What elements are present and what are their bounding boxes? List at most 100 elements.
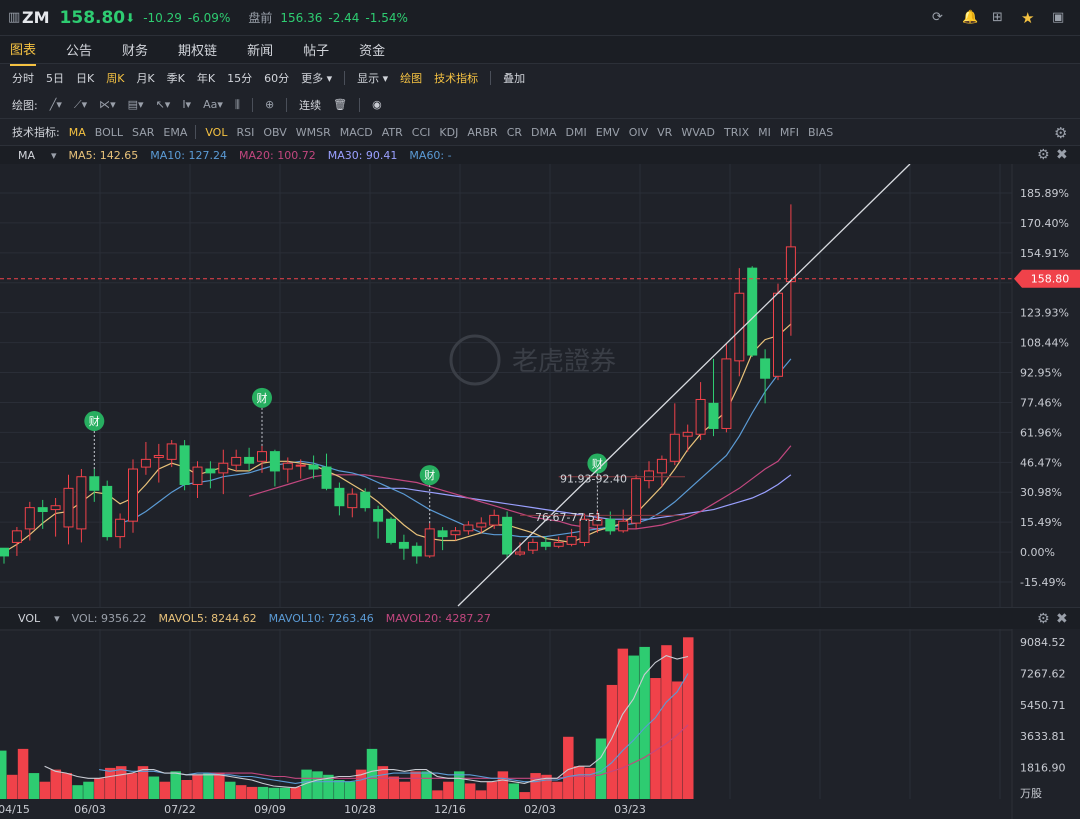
indicator-mfi[interactable]: MFI [779,125,799,139]
indicator-sar[interactable]: SAR [132,125,155,139]
tab-chart[interactable]: 图表 [10,33,37,66]
ma-settings-icon[interactable]: ⚙ [1037,147,1050,163]
indicator-ma[interactable]: MA [68,125,86,139]
indicator-boll[interactable]: BOLL [94,125,124,139]
indicator-cci[interactable]: CCI [411,125,431,139]
mavol10-value: MAVOL10: 7263.46 [268,612,374,625]
overlay-toggle[interactable]: 叠加 [503,71,526,85]
panel-icon[interactable]: ▥ [8,10,21,25]
volume-bar [192,774,203,799]
tab-capital[interactable]: 资金 [359,44,386,59]
candle-body [63,487,74,528]
premarket-change: -2.44 [328,10,360,25]
vol-legend: VOL ▾ VOL: 9356.22 MAVOL5: 8244.62 MAVOL… [0,607,1080,629]
eye-icon[interactable]: ◉ [372,98,382,111]
indicator-emv[interactable]: EMV [595,125,620,139]
period-intraday[interactable]: 分时 [12,71,34,85]
chevron-down-icon[interactable]: ▾ [51,148,57,162]
tab-posts[interactable]: 帖子 [303,44,330,59]
tab-financials[interactable]: 财务 [122,44,149,59]
volume-bar [606,684,618,799]
text-tool-icon[interactable]: Aa▾ [203,98,223,111]
candle-body [489,514,500,526]
indicator-mi[interactable]: MI [758,125,771,139]
indicator-dma[interactable]: DMA [531,125,557,139]
volume-bar [279,787,291,799]
settings-gear-icon[interactable]: ⚙ [1054,124,1068,142]
period-quarterly[interactable]: 季K [166,71,185,85]
indicator-cr[interactable]: CR [506,125,523,139]
volume-bar [39,781,51,799]
measure-tool-icon[interactable]: ⫼ [234,97,240,111]
candle-body [386,518,396,543]
refresh-icon[interactable]: ⟳ [932,10,943,25]
indicator-bias[interactable]: BIAS [807,125,834,139]
fib-tool-icon[interactable]: ▤▾ [127,98,144,111]
trash-icon[interactable]: 🗑 [333,98,348,111]
pattern-tool-icon[interactable]: ⋉▾ [99,98,116,111]
ma-close-icon[interactable]: ✖ [1056,147,1068,163]
display-menu[interactable]: 显示 ▾ [357,71,389,85]
indicator-trix[interactable]: TRIX [724,125,750,139]
chevron-down-icon[interactable]: ▾ [54,612,60,625]
mavol5-value: MAVOL5: 8244.62 [158,612,257,625]
bell-icon[interactable]: 🔔 [962,10,979,25]
sidebar-icon[interactable]: ▣ [1052,10,1065,25]
channel-tool-icon[interactable]: ⟋▾ [73,97,88,111]
candle-body [89,476,100,491]
premarket-price: 156.36 [280,10,323,25]
period-60m[interactable]: 60分 [264,71,290,85]
draw-toggle[interactable]: 绘图 [400,71,423,85]
cursor-tool-icon[interactable]: Ι▾ [182,98,192,111]
vol-value: VOL: 9356.22 [71,612,147,625]
tab-options[interactable]: 期权链 [178,44,218,59]
period-5d[interactable]: 5日 [46,71,64,85]
indicator-ema[interactable]: EMA [163,125,188,139]
indicator-oiv[interactable]: OIV [628,125,649,139]
volume-bar [246,786,258,799]
indicator-wmsr[interactable]: WMSR [295,125,331,139]
earnings-marker [419,465,440,486]
indicator-kdj[interactable]: KDJ [439,125,459,139]
volume-axis-label: 3633.81 [1020,730,1066,743]
period-monthly[interactable]: 月K [136,71,155,85]
volume-bar [399,781,410,799]
indicators-toggle[interactable]: 技术指标 [434,71,479,85]
line-tool-icon[interactable]: ╱▾ [49,98,62,111]
grid-icon[interactable]: ⊞ [992,10,1003,25]
volume-bar [388,776,400,799]
indicator-dmi[interactable]: DMI [565,125,587,139]
arrow-tool-icon[interactable]: ↖▾ [155,98,171,111]
volume-bar [72,785,83,799]
vol-settings-icon[interactable]: ⚙ [1037,611,1050,627]
vol-legend-name[interactable]: VOL [18,612,41,625]
period-more[interactable]: 更多 ▾ [301,71,333,85]
indicator-vol[interactable]: VOL [205,125,228,139]
indicator-obv[interactable]: OBV [263,125,287,139]
period-daily[interactable]: 日K [76,71,95,85]
zoom-icon[interactable]: ⊕ [264,98,275,111]
period-yearly[interactable]: 年K [196,71,216,85]
candle-body [295,464,306,467]
vol-close-icon[interactable]: ✖ [1056,611,1068,627]
volume-bar [225,781,236,799]
tab-news[interactable]: 新闻 [247,44,274,59]
volume-bar [50,769,62,799]
indicator-macd[interactable]: MACD [339,125,373,139]
star-icon[interactable]: ★ [1021,9,1035,27]
period-15m[interactable]: 15分 [227,71,253,85]
indicator-arbr[interactable]: ARBR [467,125,498,139]
tab-announcements[interactable]: 公告 [66,44,93,59]
period-weekly[interactable]: 周K [106,71,125,85]
indicator-wvad[interactable]: WVAD [681,125,716,139]
volume-bar [454,771,465,799]
candle-body [153,454,164,458]
candle-body [721,358,732,429]
indicator-rsi[interactable]: RSI [236,125,255,139]
ma-legend-name[interactable]: MA [18,148,36,162]
price-axis-label: 0.00% [1020,546,1055,559]
indicator-vr[interactable]: VR [657,125,673,139]
indicator-atr[interactable]: ATR [381,125,403,139]
continuous-draw-toggle[interactable]: 连续 [299,98,322,112]
